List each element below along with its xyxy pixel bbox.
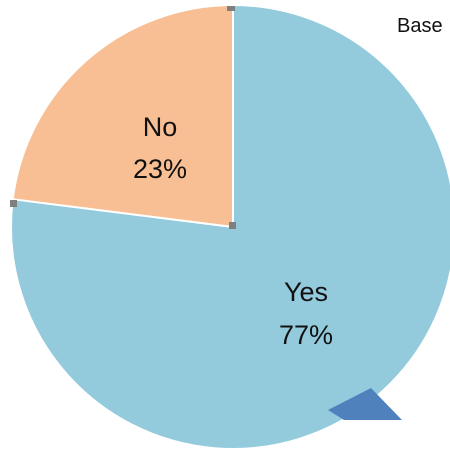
slice-label-no-value: 23%: [133, 154, 187, 184]
adjacent-slice-fragment: [328, 388, 402, 420]
slice-label-no-category: No: [143, 112, 178, 142]
slice-label-yes-value: 77%: [279, 320, 333, 350]
base-text: Base: [397, 15, 443, 37]
handle-mark: [229, 222, 236, 229]
slice-labels: No 23% Yes 77%: [133, 112, 333, 350]
pie-slice-no: [11, 3, 234, 229]
selection-handles: [10, 6, 236, 229]
slice-label-yes-category: Yes: [284, 277, 328, 307]
handle-mark: [227, 6, 235, 11]
handle-mark: [10, 200, 17, 207]
